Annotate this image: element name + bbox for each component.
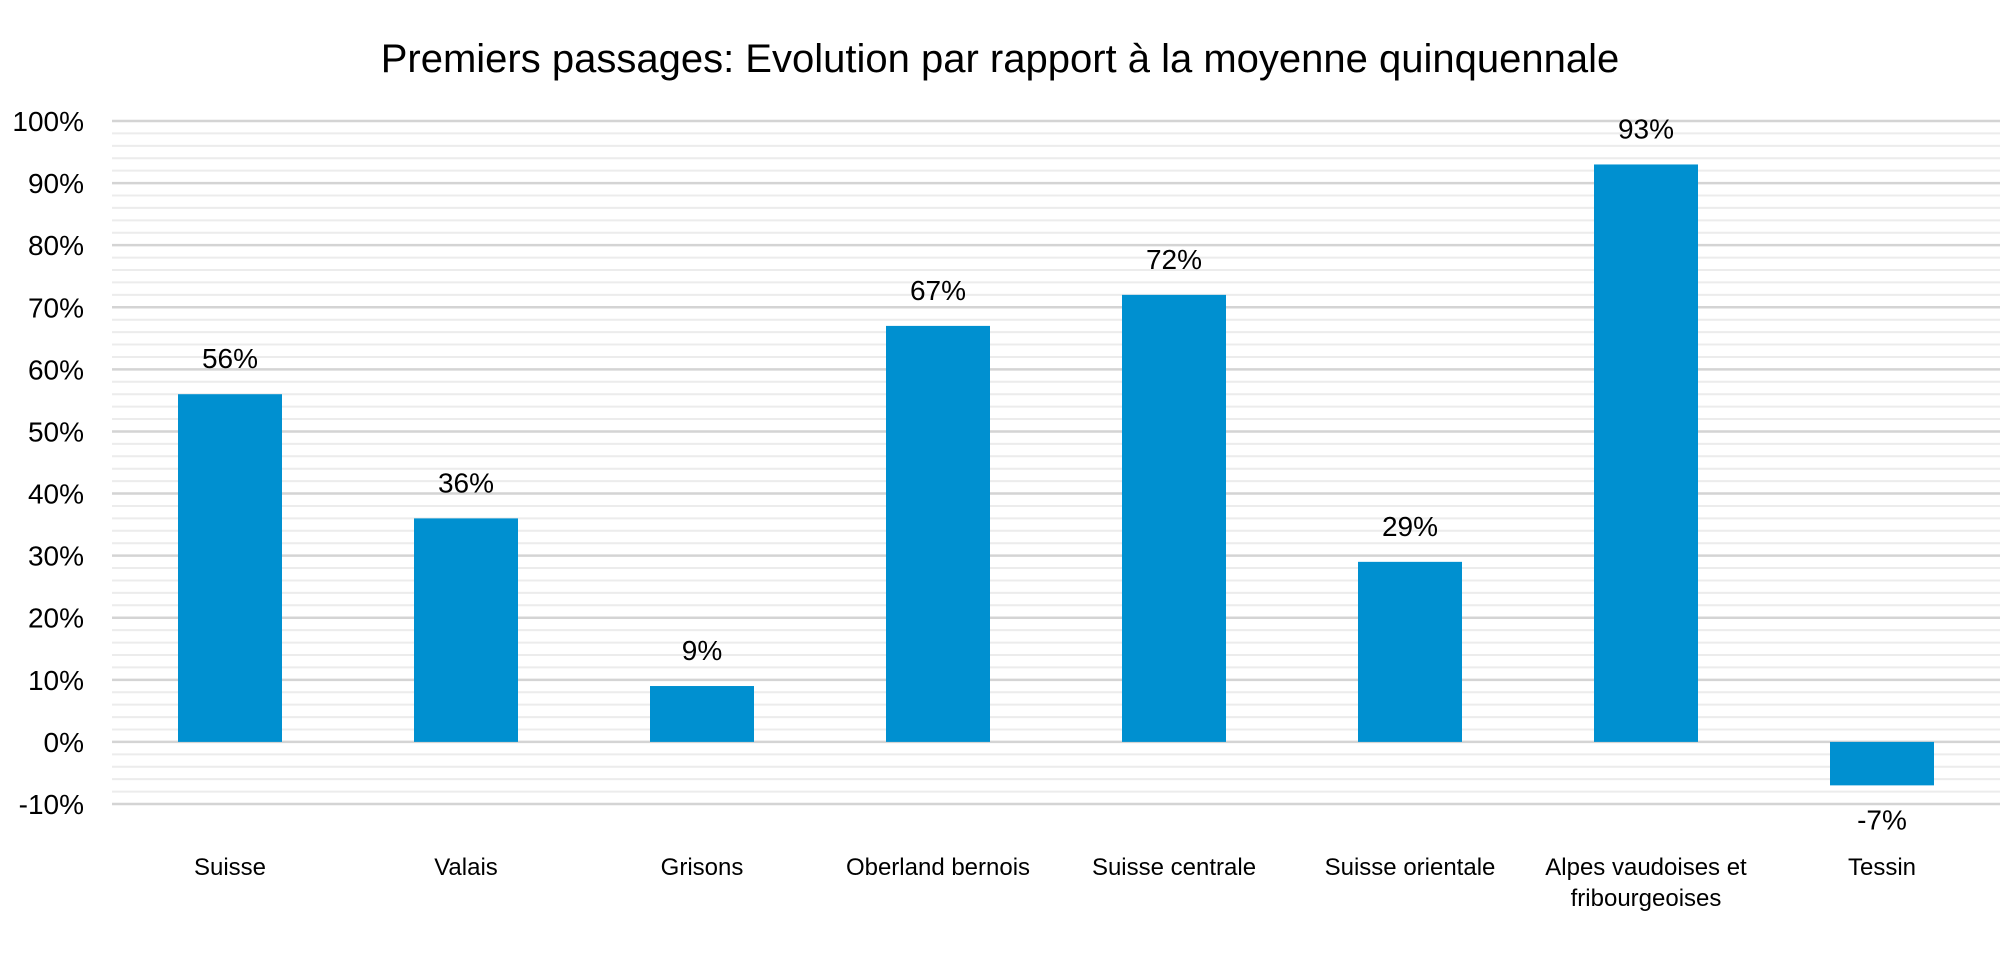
y-axis: -10% 0% 10% 20% 30% 40% 50% 60% 70% 80% 90% 100% — [12, 106, 84, 820]
data-label: -7% — [1857, 804, 1907, 835]
data-label: 36% — [438, 467, 494, 498]
minor-gridlines — [112, 132, 2000, 793]
chart-title: Premiers passages: Evolution par rapport… — [381, 37, 1620, 81]
bar — [414, 518, 518, 742]
x-tick-label: Tessin — [1848, 854, 1916, 881]
bar — [886, 325, 990, 742]
data-labels: 56% 36% 9% 67% 72% 29% 93% -7% — [202, 113, 1907, 835]
x-tick-label: Suisse — [194, 854, 266, 881]
x-tick-label: Valais — [434, 854, 498, 881]
bar — [1358, 561, 1462, 742]
data-label: 93% — [1618, 113, 1674, 144]
y-tick-label: 60% — [28, 354, 84, 385]
bar — [178, 394, 282, 742]
y-tick-label: 20% — [28, 603, 84, 634]
y-tick-label: 0% — [44, 727, 84, 758]
data-label: 9% — [682, 635, 722, 666]
y-tick-label: 70% — [28, 292, 84, 323]
y-tick-label: 80% — [28, 230, 84, 261]
x-tick-label: Alpes vaudoises et — [1545, 854, 1747, 881]
x-tick-label: Oberland bernois — [846, 854, 1030, 881]
bars — [178, 164, 1934, 786]
y-tick-label: 30% — [28, 541, 84, 572]
major-gridlines — [112, 119, 2000, 806]
bar — [1594, 164, 1698, 742]
y-tick-label: 100% — [12, 106, 84, 137]
x-axis: Suisse Valais Grisons Oberland bernois Suiss… — [194, 854, 1916, 912]
y-tick-label: 40% — [28, 479, 84, 510]
x-tick-label: Suisse orientale — [1325, 854, 1496, 881]
bar — [650, 686, 754, 742]
data-label: 67% — [910, 275, 966, 306]
y-tick-label: -10% — [19, 789, 84, 820]
x-tick-label: fribourgeoises — [1571, 885, 1722, 912]
bar — [1830, 741, 1934, 786]
y-tick-label: 90% — [28, 168, 84, 199]
data-label: 29% — [1382, 511, 1438, 542]
data-label: 72% — [1146, 244, 1202, 275]
data-label: 56% — [202, 343, 258, 374]
x-tick-label: Grisons — [661, 854, 744, 881]
y-tick-label: 50% — [28, 416, 84, 447]
x-tick-label: Suisse centrale — [1092, 854, 1256, 881]
bar — [1122, 294, 1226, 742]
y-tick-label: 10% — [28, 665, 84, 696]
